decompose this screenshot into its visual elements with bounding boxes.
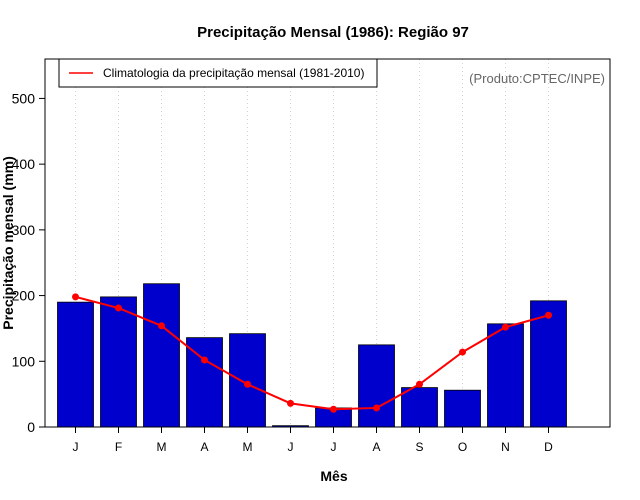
bar-5: [229, 333, 266, 428]
climatology-point-5: [244, 380, 251, 388]
x-tick-label: F: [115, 440, 122, 454]
y-tick-label: 500: [12, 90, 36, 106]
climatology-point-9: [416, 380, 423, 388]
climatology-line-layer: [72, 293, 552, 413]
climatology-point-2: [115, 304, 122, 312]
bars: [57, 283, 567, 428]
x-tick-label: J: [331, 440, 337, 454]
x-tick-label: M: [157, 440, 167, 454]
legend-entry-climatology: Climatologia da precipitação mensal (198…: [103, 66, 364, 80]
bar-2: [100, 296, 137, 428]
x-axis-label: Mês: [320, 468, 347, 484]
climatology-point-4: [201, 356, 208, 364]
bar-8: [358, 344, 395, 428]
bar-4: [186, 337, 223, 428]
bar-10: [444, 389, 481, 428]
climatology-point-1: [72, 293, 79, 301]
credit-annotation: (Produto:CPTEC/INPE): [469, 71, 605, 86]
climatology-point-10: [459, 348, 466, 356]
y-axis: 0 100 200 300 400 500: [12, 90, 45, 435]
x-tick-label: M: [243, 440, 253, 454]
x-tick-label: A: [200, 440, 208, 454]
x-tick-label: N: [501, 440, 510, 454]
x-tick-label: J: [288, 440, 294, 454]
climatology-point-3: [158, 322, 165, 330]
x-tick-label: O: [458, 440, 467, 454]
legend: Climatologia da precipitação mensal (198…: [58, 58, 378, 88]
bar-9: [401, 387, 438, 428]
y-tick-label: 100: [12, 353, 36, 369]
bar-11: [487, 323, 524, 428]
x-tick-label: A: [372, 440, 380, 454]
bar-1: [57, 301, 94, 428]
y-tick-label: 400: [12, 156, 36, 172]
climatology-point-12: [545, 311, 552, 319]
bar-12: [530, 300, 567, 428]
x-tick-label: S: [415, 440, 423, 454]
climatology-line: [75, 295, 549, 411]
y-tick-label: 0: [27, 419, 35, 435]
climatology-point-11: [502, 323, 509, 331]
bar-3: [143, 283, 180, 428]
legend-box: [58, 58, 378, 88]
y-tick-label: 200: [12, 288, 36, 304]
y-tick-label: 300: [12, 222, 36, 238]
climatology-point-7: [330, 405, 337, 413]
gridlines: [75, 59, 549, 427]
y-axis-label: Precipitação mensal (mm): [0, 156, 16, 330]
climatology-point-6: [287, 399, 294, 407]
x-tick-label: D: [544, 440, 553, 454]
x-tick-label: J: [73, 440, 79, 454]
chart-title: Precipitação Mensal (1986): Região 97: [197, 24, 469, 41]
climatology-point-8: [373, 404, 380, 412]
